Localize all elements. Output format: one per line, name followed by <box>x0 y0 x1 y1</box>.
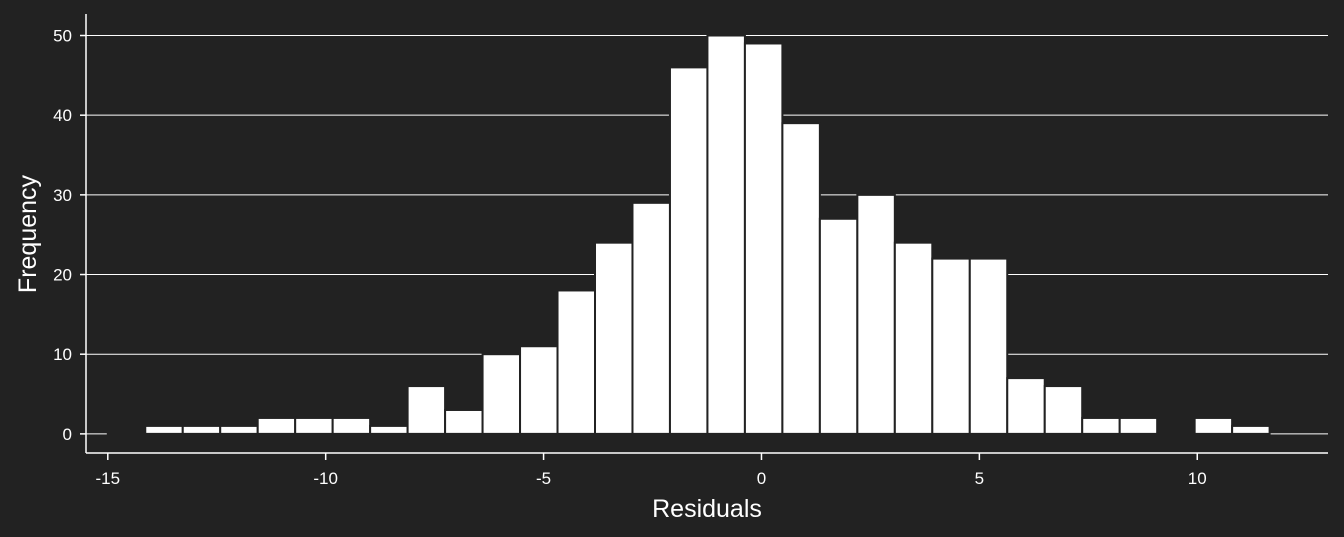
histogram-bar-25 <box>1043 385 1084 435</box>
histogram-bar-28 <box>1156 432 1196 436</box>
histogram-bar-18 <box>781 122 821 435</box>
histogram-bar-22 <box>931 257 971 435</box>
histogram-bar-24 <box>1006 377 1046 435</box>
y-tick-label-40: 40 <box>53 106 72 125</box>
histogram-bar-23 <box>968 257 1009 435</box>
histogram-bar-3 <box>219 424 259 435</box>
x-tick-label-10: 10 <box>1188 469 1207 488</box>
x-axis-title: Residuals <box>652 495 762 523</box>
histogram-bar-15 <box>668 66 709 435</box>
histogram-bar-7 <box>369 424 409 435</box>
y-tick-label-10: 10 <box>53 345 72 364</box>
histogram-bar-0 <box>106 432 147 436</box>
histogram-bars <box>106 34 1271 436</box>
histogram-bar-13 <box>594 241 634 435</box>
histogram-bar-20 <box>856 193 896 435</box>
histogram-bar-9 <box>444 408 484 435</box>
y-tick-label-20: 20 <box>53 266 72 285</box>
x-tick-label--5: -5 <box>536 469 551 488</box>
histogram-bar-11 <box>519 345 559 435</box>
y-axis-title: Frequency <box>14 174 42 293</box>
histogram-bar-12 <box>556 289 597 435</box>
y-tick-label-0: 0 <box>63 425 72 444</box>
histogram-bar-29 <box>1193 416 1234 435</box>
histogram-bar-27 <box>1118 416 1159 435</box>
y-tick-label-50: 50 <box>53 27 72 46</box>
histogram-bar-6 <box>331 416 372 435</box>
x-tick-label-5: 5 <box>975 469 984 488</box>
histogram-bar-4 <box>256 416 297 435</box>
x-tick-label--15: -15 <box>96 469 121 488</box>
histogram-bar-2 <box>181 424 222 435</box>
histogram-bar-26 <box>1081 416 1121 435</box>
y-axis-ticks: 0 10 20 30 40 50 <box>53 27 86 444</box>
histogram-bar-14 <box>631 201 671 435</box>
histogram-bar-21 <box>893 241 934 435</box>
x-axis-ticks: -15 -10 -5 0 5 10 <box>96 453 1207 488</box>
histogram-bar-5 <box>294 416 334 435</box>
x-tick-label--10: -10 <box>313 469 338 488</box>
x-tick-label-0: 0 <box>757 469 766 488</box>
histogram-bar-19 <box>818 217 859 435</box>
histogram-bar-16 <box>706 34 746 435</box>
histogram-bar-10 <box>481 353 522 435</box>
histogram-bar-1 <box>144 424 184 435</box>
histogram-bar-8 <box>406 385 447 435</box>
y-tick-label-30: 30 <box>53 186 72 205</box>
axes <box>85 14 1328 454</box>
histogram-bar-17 <box>743 42 784 435</box>
histogram-bar-30 <box>1231 424 1271 435</box>
